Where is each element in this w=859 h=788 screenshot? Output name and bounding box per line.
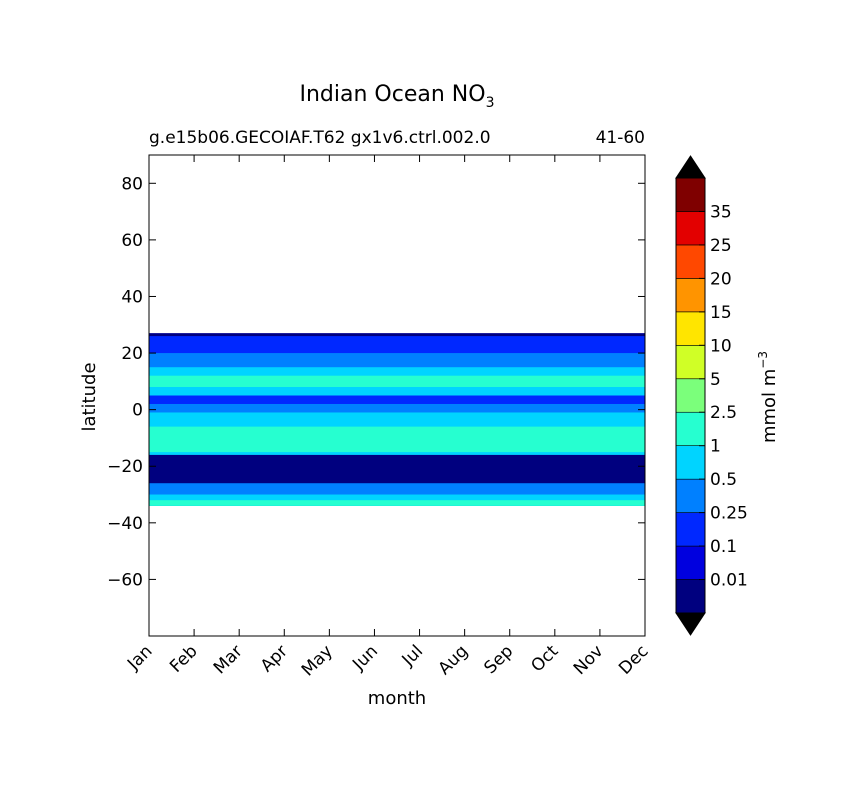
- y-tick-label: −60: [107, 570, 143, 590]
- colorbar-segment: [675, 211, 706, 246]
- colorbar-label: mmol m−3: [756, 351, 780, 443]
- colorbar-tick-label: 10: [710, 336, 732, 356]
- colorbar-tick-label: 0.1: [710, 537, 737, 557]
- x-tick-label: Apr: [257, 641, 292, 676]
- colorbar-tick-label: 20: [710, 269, 732, 289]
- contour-band-5: [149, 375, 645, 388]
- colorbar-tick-label: 5: [710, 370, 721, 390]
- x-tick-label: Nov: [570, 641, 608, 679]
- x-axis-label: month: [368, 688, 426, 709]
- colorbar-tick-label: 0.01: [710, 571, 748, 591]
- colorbar-extend-min: [675, 612, 706, 636]
- y-tick-label: 80: [121, 174, 143, 194]
- colorbar-tick-label: 25: [710, 236, 732, 256]
- colorbar-segment: [675, 579, 706, 614]
- x-tick-label: Aug: [435, 641, 473, 679]
- colorbar-tick-label: 35: [710, 202, 732, 222]
- colorbar-segment: [675, 244, 706, 279]
- colorbar-segment: [675, 378, 706, 413]
- x-tick-label: Sep: [480, 641, 517, 678]
- colorbar: 0.01 0.1 0.25 0.5 1 2.5 5 10 15 20 25 35: [675, 155, 748, 636]
- contour-band-13: [149, 500, 645, 506]
- y-axis-label: latitude: [79, 362, 100, 431]
- colorbar-tick-label: 2.5: [710, 403, 737, 423]
- chart-title-subscript: 3: [486, 95, 495, 111]
- contour-band-9: [149, 426, 645, 453]
- colorbar-segment: [675, 478, 706, 513]
- colorbar-segment: [675, 512, 706, 547]
- colorbar-segment: [675, 445, 706, 480]
- x-tick-label: Jun: [348, 641, 382, 675]
- chart-title-main: Indian Ocean NO: [300, 82, 486, 107]
- colorbar-segment: [675, 177, 706, 212]
- y-axis: 80 60 40 20 0 −20 −40 −60: [107, 174, 645, 590]
- colorbar-tick-label: 1: [710, 437, 721, 457]
- x-tick-label: Mar: [210, 641, 247, 678]
- colorbar-segment: [675, 278, 706, 313]
- colorbar-tick-label: 0.5: [710, 470, 737, 490]
- colorbar-segment: [675, 311, 706, 346]
- colorbar-tick-label: 15: [710, 303, 732, 323]
- y-tick-label: −20: [107, 457, 143, 477]
- plot-area: [148, 154, 646, 637]
- x-tick-label: Feb: [166, 641, 201, 676]
- colorbar-label-main: mmol m: [759, 369, 780, 443]
- x-tick-label: Dec: [615, 641, 652, 678]
- chart-title: Indian Ocean NO3: [300, 82, 495, 111]
- y-tick-label: 20: [121, 344, 143, 364]
- x-tick-label: Jan: [123, 641, 156, 674]
- x-tick-label: Oct: [527, 641, 562, 676]
- y-tick-label: −40: [107, 514, 143, 534]
- colorbar-extend-max: [675, 155, 706, 179]
- chart-subtitle-right: 41-60: [596, 128, 645, 148]
- colorbar-tick-label: 0.25: [710, 504, 748, 524]
- colorbar-segment: [675, 345, 706, 380]
- colorbar-segment: [675, 545, 706, 580]
- colorbar-frame: [675, 177, 706, 614]
- colorbar-label-superscript: −3: [756, 351, 770, 369]
- y-tick-label: 40: [121, 287, 143, 307]
- y-tick-label: 60: [121, 231, 143, 251]
- colorbar-segment: [675, 411, 706, 446]
- y-tick-label: 0: [132, 401, 143, 421]
- x-tick-label: May: [298, 641, 337, 680]
- chart-subtitle-left: g.e15b06.GECOIAF.T62 gx1v6.ctrl.002.0: [149, 128, 491, 148]
- x-tick-label: Jul: [398, 641, 427, 670]
